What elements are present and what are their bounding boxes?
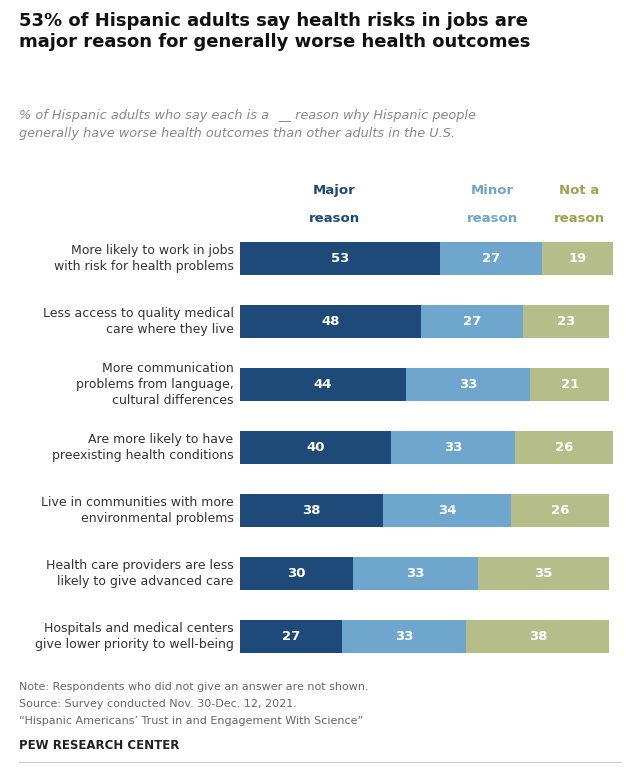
Text: 38: 38 [302,503,321,517]
Text: % of Hispanic adults who say each is a: % of Hispanic adults who say each is a [19,109,273,123]
Bar [240,305,421,338]
Text: 33: 33 [444,441,462,453]
Text: Hospitals and medical centers
give lower priority to well-being: Hospitals and medical centers give lower… [35,621,234,651]
Bar [383,493,511,527]
Text: Not a: Not a [559,183,600,197]
Text: “Hispanic Americans’ Trust in and Engagement With Science”: “Hispanic Americans’ Trust in and Engage… [19,716,364,726]
Text: __: __ [278,109,291,123]
Text: 34: 34 [438,503,456,517]
Text: Major: Major [313,183,356,197]
Text: 38: 38 [529,630,547,643]
Bar [240,242,440,274]
Text: Source: Survey conducted Nov. 30-Dec. 12, 2021.: Source: Survey conducted Nov. 30-Dec. 12… [19,699,297,709]
Text: generally have worse health outcomes than other adults in the U.S.: generally have worse health outcomes tha… [19,127,455,140]
Text: 33: 33 [406,567,424,580]
Bar [240,557,353,590]
Text: 33: 33 [459,378,477,391]
Bar [531,368,609,401]
Text: Are more likely to have
preexisting health conditions: Are more likely to have preexisting heal… [52,433,234,462]
Text: 48: 48 [321,315,340,328]
Text: PEW RESEARCH CENTER: PEW RESEARCH CENTER [19,739,180,752]
Text: 30: 30 [287,567,306,580]
Bar [541,242,613,274]
Text: 53: 53 [331,251,349,264]
Bar [240,431,391,463]
Text: 27: 27 [282,630,300,643]
Text: 26: 26 [551,503,570,517]
Text: Health care providers are less
likely to give advanced care: Health care providers are less likely to… [46,559,234,588]
Text: 19: 19 [568,251,587,264]
Text: 35: 35 [534,567,553,580]
Text: 53% of Hispanic adults say health risks in jobs are
major reason for generally w: 53% of Hispanic adults say health risks … [19,12,531,51]
Bar [477,557,609,590]
Text: reason why Hispanic people: reason why Hispanic people [291,109,476,123]
Text: Minor: Minor [471,183,514,197]
Text: reason: reason [554,212,605,225]
Bar [421,305,523,338]
Text: 23: 23 [557,315,575,328]
Text: More likely to work in jobs
with risk for health problems: More likely to work in jobs with risk fo… [54,244,234,273]
Bar [240,620,342,652]
Bar [523,305,609,338]
Bar [342,620,466,652]
Text: More communication
problems from language,
cultural differences: More communication problems from languag… [76,362,234,406]
Text: 33: 33 [395,630,413,643]
Text: reason: reason [308,212,360,225]
Bar [466,620,609,652]
Bar [391,431,515,463]
Text: Note: Respondents who did not give an answer are not shown.: Note: Respondents who did not give an an… [19,682,369,692]
Bar [511,493,609,527]
Text: Live in communities with more
environmental problems: Live in communities with more environmen… [41,496,234,524]
Bar [240,368,406,401]
Bar [240,493,383,527]
Text: Less access to quality medical
care where they live: Less access to quality medical care wher… [43,307,234,335]
Text: 44: 44 [314,378,332,391]
Text: 26: 26 [555,441,573,453]
Bar [353,557,477,590]
Text: reason: reason [467,212,518,225]
Bar [440,242,541,274]
Text: 27: 27 [463,315,481,328]
Text: 27: 27 [481,251,500,264]
Bar [406,368,531,401]
Text: 21: 21 [561,378,579,391]
Bar [515,431,613,463]
Text: 40: 40 [306,441,324,453]
